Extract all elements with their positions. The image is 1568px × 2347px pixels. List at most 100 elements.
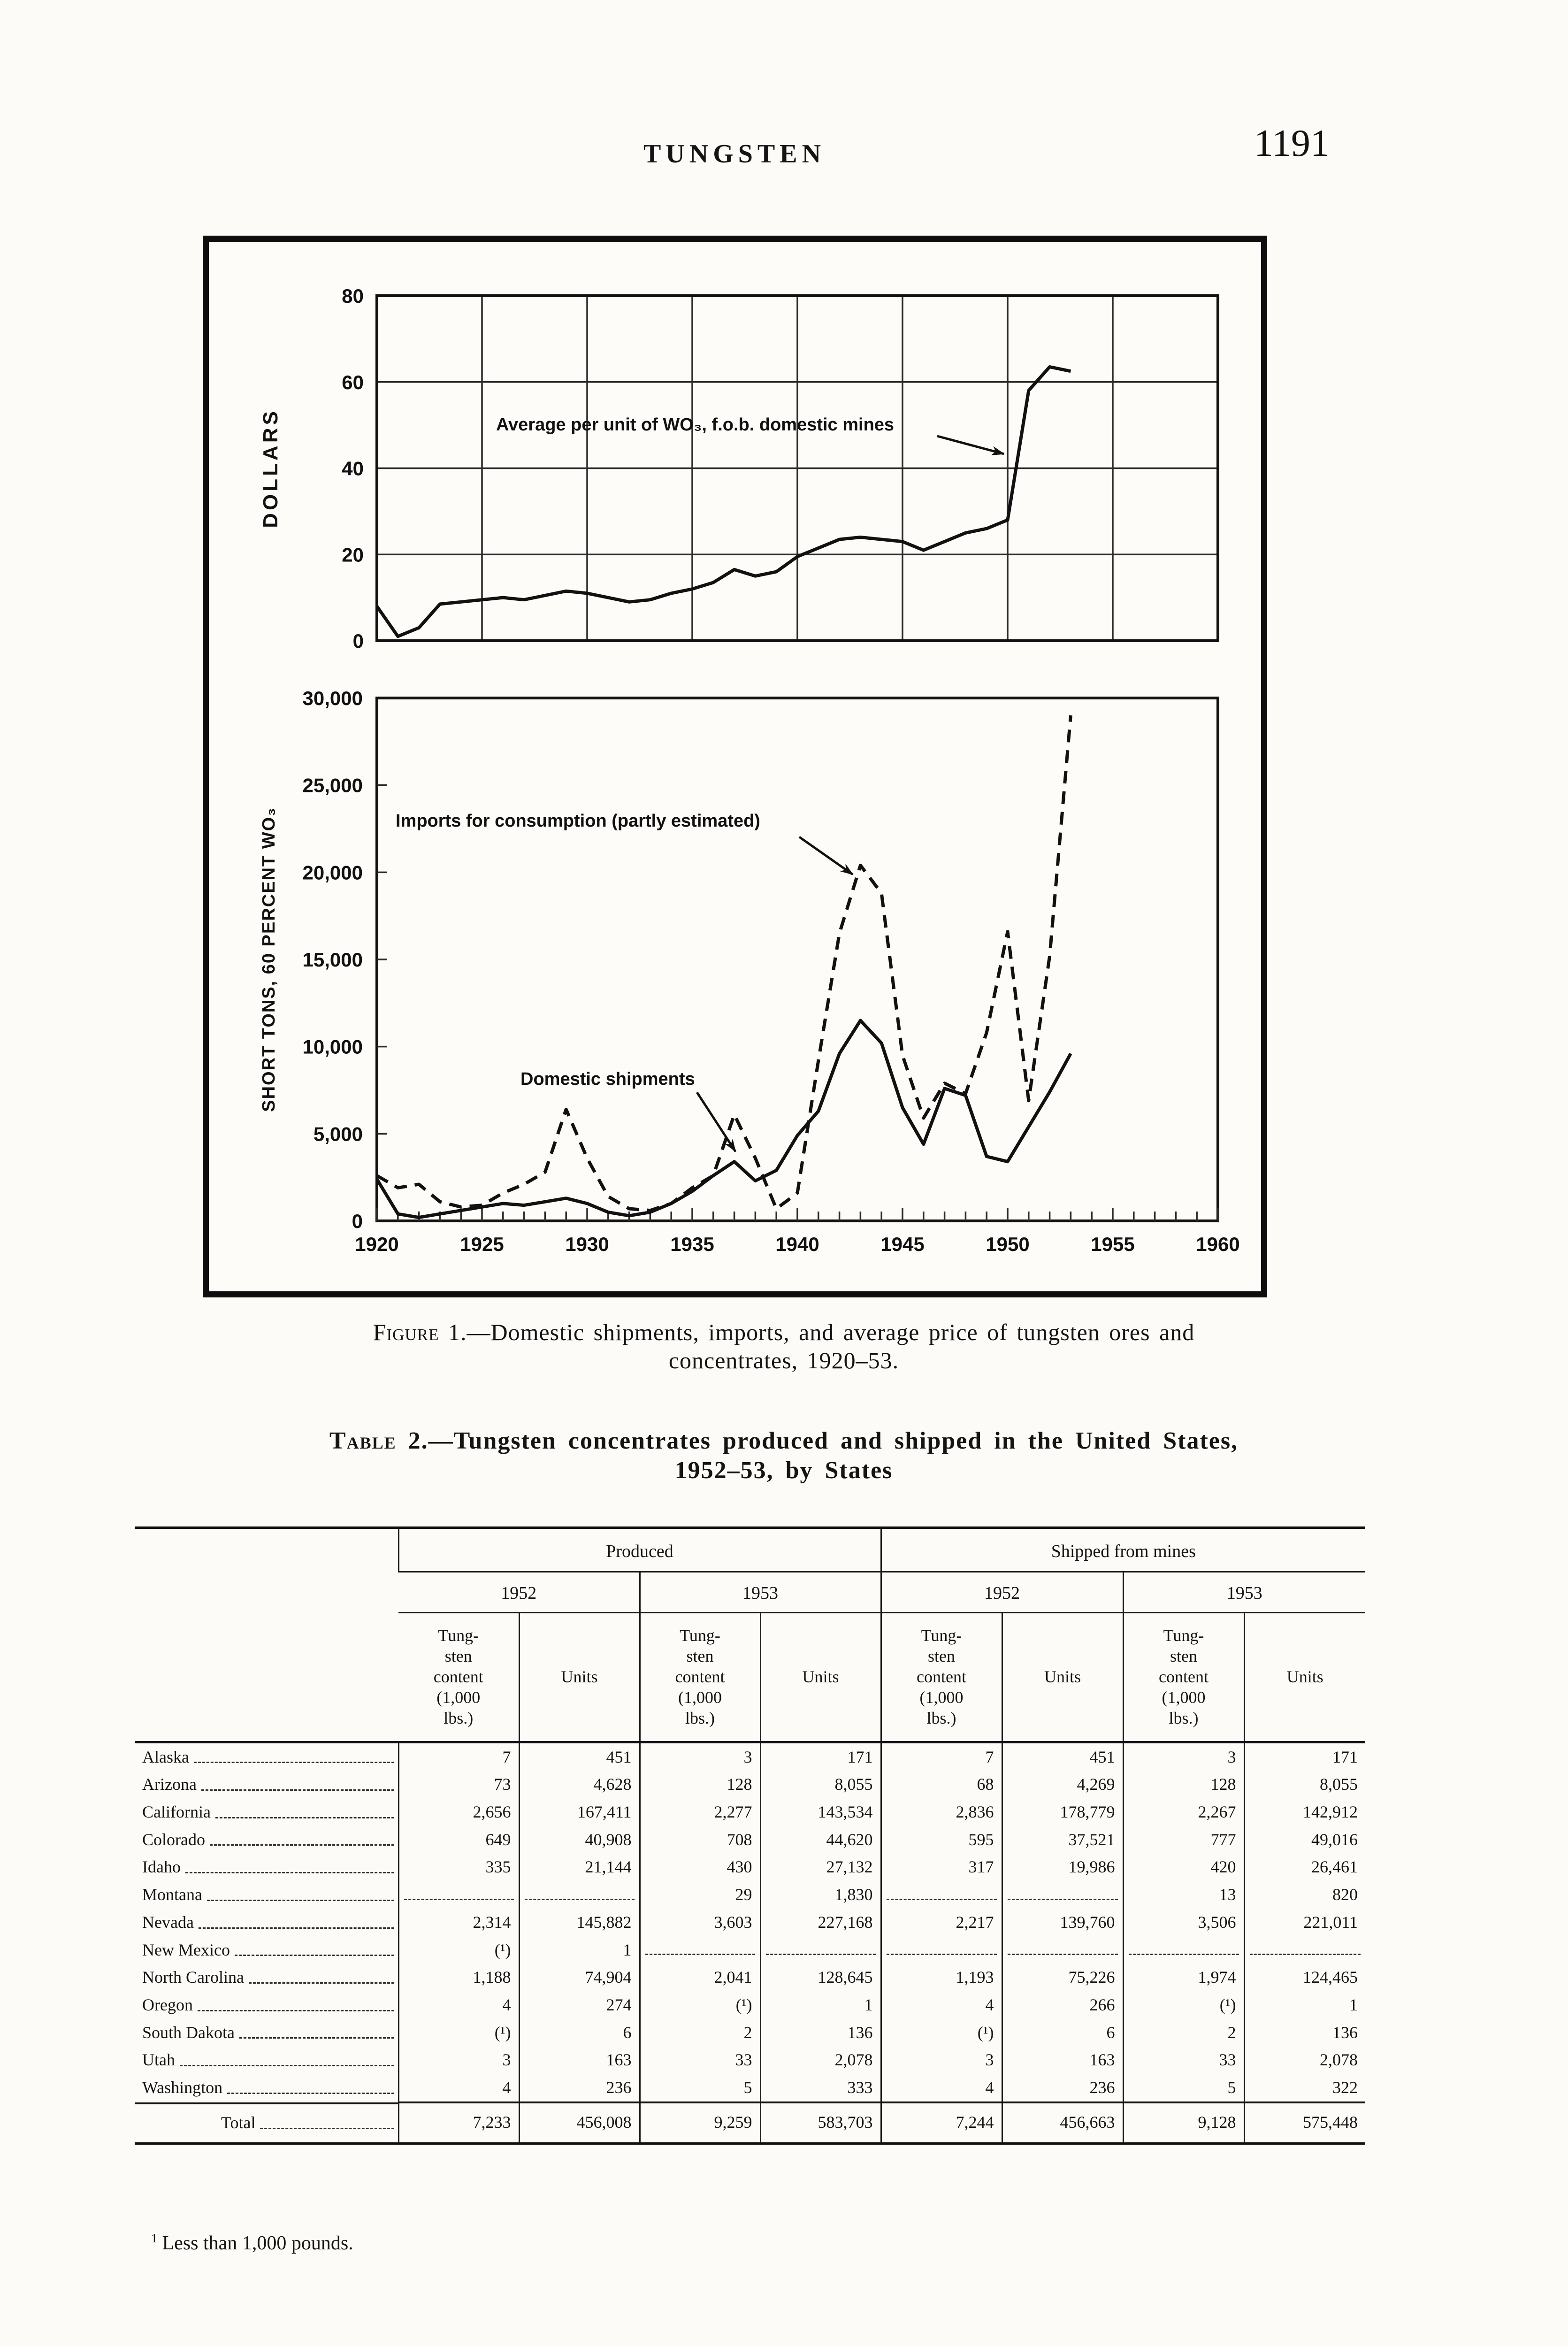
value-cell: 33: [639, 2046, 760, 2074]
table-row: Nevada 2,314 145,882 3,603 227,168 2,217 139,7…: [135, 1908, 1366, 1936]
table-row: New Mexico (¹) 1: [135, 1936, 1366, 1964]
value-cell: 2,656: [398, 1798, 519, 1826]
running-head-title: TUNGSTEN: [643, 139, 826, 169]
dot-leader: [209, 1844, 394, 1846]
svg-text:Average per unit of WO₃, f.o.b: Average per unit of WO₃, f.o.b. domestic…: [496, 415, 894, 435]
svg-text:1925: 1925: [460, 1233, 504, 1255]
value-cell: 7: [398, 1742, 519, 1771]
value-cell: 4: [880, 2074, 1002, 2102]
value-cell: 9,128: [1122, 2101, 1245, 2144]
dot-leader: [215, 1817, 394, 1818]
figure-caption-line2: concentrates, 1920–53.: [668, 1347, 899, 1373]
content-header: Tung- sten content (1,000 lbs.): [639, 1612, 760, 1743]
figure-1-frame: 0 20 40 60 80 DOLLARS Average per unit of WO₃,…: [203, 236, 1267, 1297]
svg-text:1960: 1960: [1196, 1233, 1239, 1255]
table-row: Alaska 7 451 3 171 7 451 3 171: [135, 1742, 1366, 1771]
value-cell: 5: [639, 2074, 760, 2102]
table-row: California 2,656 167,411 2,277 143,534 2,836 1…: [135, 1798, 1366, 1826]
value-cell: 575,448: [1243, 2101, 1366, 2144]
value-cell: 178,779: [1001, 1798, 1124, 1826]
page-number: 1191: [1254, 122, 1330, 164]
group-header-row: Produced Shipped from mines: [135, 1527, 1366, 1743]
value-cell: [880, 1936, 1002, 1964]
svg-text:1940: 1940: [775, 1233, 819, 1255]
content-header: Tung- sten content (1,000 lbs.): [1122, 1612, 1245, 1743]
value-cell: 40,908: [518, 1825, 640, 1854]
value-cell: 335: [398, 1853, 519, 1881]
table-body: Alaska 7 451 3 171 7 451 3 171 Arizona 73 4,628 128 8…: [135, 1742, 1366, 2102]
state-cell: Oregon: [135, 1991, 398, 2019]
value-cell: 451: [1001, 1742, 1124, 1771]
units-header: Units: [518, 1612, 640, 1743]
table-row: Arizona 73 4,628 128 8,055 68 4,269 128 8,055: [135, 1771, 1366, 1798]
year-header-row: 1952 1953 1952 1953: [135, 1572, 1366, 1613]
value-cell: 21,144: [518, 1853, 640, 1881]
value-cell: 274: [518, 1991, 640, 2019]
svg-text:SHORT TONS, 60 PERCENT WO₃: SHORT TONS, 60 PERCENT WO₃: [259, 807, 279, 1112]
state-cell: Washington: [135, 2074, 398, 2102]
value-cell: 708: [639, 1825, 760, 1854]
value-cell: 1,974: [1122, 1964, 1245, 1991]
content-header: Tung- sten content (1,000 lbs.): [880, 1612, 1002, 1743]
value-cell: [1001, 1881, 1124, 1909]
column-header-row: Tung- sten content (1,000 lbs.) Units Tu…: [135, 1612, 1366, 1743]
svg-text:0: 0: [352, 1210, 363, 1232]
table-row: Utah 3 163 33 2,078 3 163 33 2,078: [135, 2046, 1366, 2074]
value-cell: 451: [518, 1742, 640, 1771]
value-cell: 266: [1001, 1991, 1124, 2019]
value-cell: 37,521: [1001, 1825, 1124, 1854]
dot-leader: [197, 2010, 394, 2011]
value-cell: (¹): [398, 1936, 519, 1964]
value-cell: 136: [1243, 2018, 1366, 2047]
value-cell: [398, 1881, 519, 1909]
year-header-produced-1953: 1953: [639, 1572, 881, 1613]
year-header-shipped-1953: 1953: [1122, 1572, 1366, 1613]
state-cell: Arizona: [135, 1771, 398, 1798]
units-header: Units: [1001, 1612, 1124, 1743]
value-cell: 49,016: [1243, 1825, 1366, 1854]
value-cell: 2: [1122, 2018, 1245, 2047]
state-cell: Total: [135, 2102, 398, 2142]
value-cell: [1243, 1936, 1366, 1964]
table-row: Washington 4 236 5 333 4 236 5 322: [135, 2074, 1366, 2102]
svg-text:1955: 1955: [1091, 1233, 1134, 1255]
svg-text:25,000: 25,000: [303, 775, 363, 797]
svg-text:5,000: 5,000: [314, 1123, 363, 1145]
value-cell: 430: [639, 1853, 760, 1881]
value-cell: 820: [1243, 1881, 1366, 1909]
content-header: Tung- sten content (1,000 lbs.): [398, 1612, 519, 1743]
value-cell: 7,233: [398, 2101, 519, 2144]
table-row: South Dakota (¹) 6 2 136 (¹) 6 2 136: [135, 2018, 1366, 2047]
svg-text:1945: 1945: [880, 1233, 924, 1255]
svg-text:1950: 1950: [986, 1233, 1029, 1255]
value-cell: 456,663: [1001, 2101, 1124, 2144]
value-cell: (¹): [398, 2018, 519, 2047]
figure-caption: Figure 1.—Domestic shipments, imports, a…: [150, 1318, 1417, 1374]
value-cell: 3,603: [639, 1908, 760, 1936]
value-cell: 333: [759, 2074, 881, 2102]
dot-leader: [207, 1899, 394, 1901]
value-cell: 2,078: [1243, 2046, 1366, 2074]
dot-leader: [179, 2065, 394, 2067]
value-cell: 2,041: [639, 1964, 760, 1991]
state-cell: Nevada: [135, 1909, 398, 1936]
value-cell: 26,461: [1243, 1853, 1366, 1881]
value-cell: 13: [1122, 1881, 1245, 1909]
dot-leader: [185, 1872, 394, 1874]
table-title-line2: 1952–53, by States: [674, 1457, 893, 1484]
svg-text:20,000: 20,000: [303, 861, 363, 883]
value-cell: 8,055: [1243, 1771, 1366, 1798]
state-cell: Montana: [135, 1881, 398, 1909]
dot-leader: [260, 2127, 394, 2129]
svg-text:DOLLARS: DOLLARS: [259, 408, 282, 528]
value-cell: 29: [639, 1881, 760, 1909]
year-header-produced-1952: 1952: [398, 1572, 640, 1613]
value-cell: 236: [518, 2074, 640, 2102]
value-cell: 68: [880, 1771, 1002, 1798]
value-cell: 4,628: [518, 1771, 640, 1798]
value-cell: 6: [518, 2018, 640, 2047]
value-cell: 583,703: [759, 2101, 881, 2144]
value-cell: 2: [639, 2018, 760, 2047]
value-cell: 2,836: [880, 1798, 1002, 1826]
value-cell: 1: [759, 1991, 881, 2019]
